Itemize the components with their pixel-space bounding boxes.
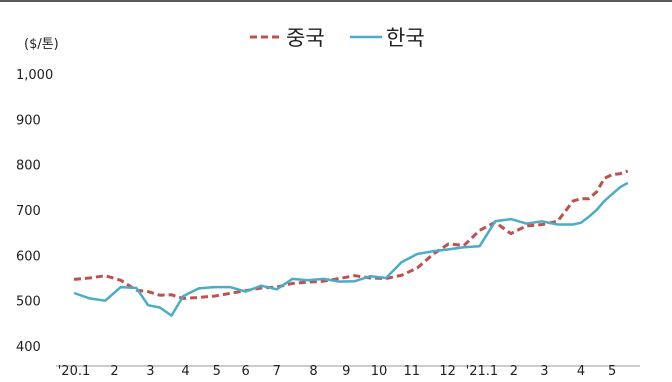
x-tick-label: '21.1 [466, 364, 499, 379]
x-tick-label: '20.1 [58, 364, 91, 379]
y-unit-label: ($/톤) [24, 37, 59, 52]
series-line-korea [73, 181, 629, 317]
legend-label-china: 중국 [286, 26, 325, 50]
x-tick-label: 12 [439, 364, 456, 379]
x-tick-label: 7 [273, 364, 281, 379]
x-tick-label: 8 [309, 364, 317, 379]
x-axis-ticks: '20.1 2 3 4 5 6 7 8 9 10 11 12 '21.1 2 3 4 5 [58, 364, 617, 379]
x-tick-label: 4 [577, 364, 585, 379]
series-line-china [73, 169, 629, 300]
series-group [73, 169, 629, 317]
y-axis-ticks: 1,000 900 800 700 600 500 400 [16, 68, 53, 355]
y-tick-label: 800 [16, 159, 41, 174]
x-tick-label: 3 [540, 364, 548, 379]
x-tick-label: 10 [371, 364, 388, 379]
x-tick-label: 2 [510, 364, 518, 379]
x-tick-label: 9 [342, 364, 350, 379]
y-tick-label: 1,000 [16, 68, 53, 83]
x-tick-label: 3 [146, 364, 154, 379]
x-tick-label: 5 [608, 364, 616, 379]
y-tick-label: 500 [16, 295, 41, 310]
x-tick-label: 6 [241, 364, 249, 379]
y-tick-label: 900 [16, 113, 41, 128]
y-tick-label: 400 [16, 340, 41, 355]
y-tick-label: 700 [16, 204, 41, 219]
x-tick-label: 11 [403, 364, 420, 379]
legend: 중국 한국 [250, 26, 425, 50]
x-tick-label: 2 [110, 364, 118, 379]
x-tick-label: 4 [181, 364, 189, 379]
x-tick-label: 5 [213, 364, 221, 379]
y-tick-label: 600 [16, 249, 41, 264]
legend-label-korea: 한국 [386, 26, 425, 50]
